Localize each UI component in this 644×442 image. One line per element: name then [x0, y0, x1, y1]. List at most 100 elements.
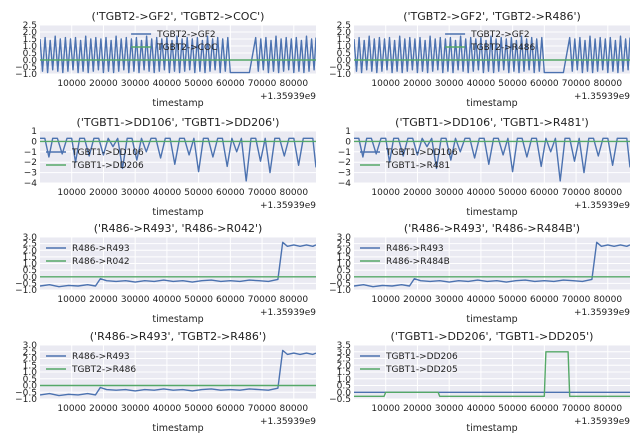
- x-tick-label: 10000: [371, 404, 400, 414]
- subplot: −0.50.00.51.01.52.02.53.03.5 10000 20000 30…: [329, 330, 630, 434]
- y-tick-label: 0.0: [337, 388, 352, 398]
- plot-area: [40, 131, 316, 183]
- y-tick-label: 0.0: [23, 382, 38, 392]
- y-tick-label: 3.0: [337, 233, 352, 243]
- x-axis-label: timestamp: [152, 98, 203, 109]
- legend-label: R486->R042: [72, 257, 130, 267]
- y-tick-label: 0.0: [337, 56, 352, 66]
- x-tick-label: 30000: [121, 295, 150, 305]
- x-tick-label: 60000: [530, 79, 559, 89]
- x-axis-offset: +1.35939e9: [574, 417, 630, 427]
- legend-label: R486->R493: [72, 352, 130, 362]
- x-tick-label: 80000: [279, 188, 308, 198]
- y-tick-label: −1: [24, 148, 37, 158]
- y-tick-label: 0.5: [23, 375, 37, 385]
- legend: TGBT1->DD106 TGBT1->DD206: [46, 148, 144, 171]
- y-tick-label: 1.0: [337, 42, 352, 52]
- x-tick-label: 60000: [216, 295, 245, 305]
- x-tick-label: 50000: [184, 188, 213, 198]
- y-tick-label: −0.5: [329, 395, 351, 405]
- chart-title: ('R486->R493', 'R486->R042'): [94, 222, 263, 235]
- y-tick-label: −0.5: [15, 63, 37, 73]
- x-tick-label: 80000: [279, 79, 308, 89]
- x-tick-label: 40000: [153, 295, 182, 305]
- legend-label: TGBT1->R481: [385, 161, 450, 171]
- series-line: [354, 137, 630, 182]
- x-tick-label: 70000: [248, 295, 277, 305]
- legend-label: TGBT1->DD106: [385, 148, 458, 158]
- x-tick-label: 20000: [403, 188, 432, 198]
- y-tick-label: 0.5: [23, 266, 37, 276]
- x-axis-label: timestamp: [152, 207, 203, 218]
- y-tick-label: −1.0: [15, 395, 37, 405]
- x-axis-label: timestamp: [466, 314, 517, 325]
- x-tick-label: 40000: [467, 79, 496, 89]
- x-tick-label: 70000: [562, 188, 591, 198]
- y-tick-label: 2.0: [23, 246, 38, 256]
- y-tick-label: 1.0: [337, 375, 352, 385]
- y-tick-label: 0.0: [23, 56, 38, 66]
- x-tick-label: 70000: [248, 79, 277, 89]
- y-tick-label: 2.0: [337, 246, 352, 256]
- x-tick-label: 50000: [184, 404, 213, 414]
- x-axis-offset: +1.35939e9: [260, 417, 316, 427]
- x-tick-label: 60000: [216, 79, 245, 89]
- chart-title: ('TGBT1->DD106', 'TGBT1->DD206'): [77, 116, 280, 129]
- x-tick-label: 60000: [530, 295, 559, 305]
- subplot: −1.0−0.50.00.51.01.52.02.53.0 10000 20000 3…: [15, 222, 316, 325]
- x-tick-label: 10000: [57, 295, 86, 305]
- x-tick-label: 70000: [248, 188, 277, 198]
- x-axis-label: timestamp: [152, 314, 203, 325]
- x-axis-offset: +1.35939e9: [574, 201, 630, 211]
- series-line: [40, 349, 316, 397]
- legend: TGBT2->GF2 TGBT2->COC: [131, 30, 217, 53]
- x-axis-offset: +1.35939e9: [574, 92, 630, 102]
- y-tick-label: 0.0: [23, 273, 38, 283]
- legend-label: R486->R493: [72, 244, 130, 254]
- legend-label: TGBT1->DD206: [385, 352, 458, 362]
- x-tick-label: 40000: [467, 404, 496, 414]
- y-tick-label: 3.0: [337, 348, 352, 358]
- x-tick-label: 40000: [467, 188, 496, 198]
- legend: R486->R493 TGBT2->R486: [46, 352, 136, 375]
- y-tick-label: 1.5: [23, 35, 37, 45]
- legend-label: R486->R484B: [386, 257, 450, 267]
- x-tick-label: 50000: [184, 295, 213, 305]
- x-axis-offset: +1.35939e9: [260, 92, 316, 102]
- y-tick-label: 3.5: [337, 341, 351, 351]
- y-tick-label: −2: [24, 158, 37, 168]
- x-tick-label: 80000: [279, 404, 308, 414]
- x-tick-label: 30000: [435, 295, 464, 305]
- y-tick-label: 1.5: [337, 35, 351, 45]
- y-tick-label: 1: [31, 127, 37, 137]
- y-tick-label: 0.5: [337, 49, 351, 59]
- legend-label: TGBT1->DD205: [385, 365, 458, 375]
- y-tick-label: −1.0: [329, 70, 351, 80]
- x-tick-label: 50000: [498, 79, 527, 89]
- x-tick-label: 80000: [593, 188, 622, 198]
- x-tick-label: 40000: [467, 295, 496, 305]
- y-tick-label: −3: [338, 169, 351, 179]
- x-tick-label: 30000: [435, 188, 464, 198]
- x-axis-label: timestamp: [466, 98, 517, 109]
- subplot: −1.0−0.50.00.51.01.52.02.53.0 10000 20000 3…: [329, 222, 630, 325]
- chart-title: ('R486->R493', 'R486->R484B'): [404, 222, 580, 235]
- x-tick-label: 60000: [530, 188, 559, 198]
- x-tick-label: 70000: [248, 404, 277, 414]
- x-tick-label: 70000: [562, 295, 591, 305]
- y-tick-label: 1.5: [23, 253, 37, 263]
- y-tick-label: −1.0: [15, 286, 37, 296]
- x-tick-label: 10000: [57, 188, 86, 198]
- x-tick-label: 30000: [435, 79, 464, 89]
- x-tick-label: 60000: [216, 188, 245, 198]
- y-tick-label: −4: [338, 179, 352, 189]
- x-axis-offset: +1.35939e9: [260, 308, 316, 318]
- x-tick-label: 40000: [153, 404, 182, 414]
- y-tick-label: −0.5: [15, 388, 37, 398]
- x-tick-label: 70000: [562, 404, 591, 414]
- subplot: −4−3−2−101 10000 20000 30000 40000 50000 60000…: [338, 116, 631, 218]
- y-tick-label: 1.0: [23, 368, 38, 378]
- legend-label: TGBT1->DD106: [71, 148, 144, 158]
- chart-title: ('TGBT1->DD106', 'TGBT1->R481'): [395, 116, 589, 129]
- x-tick-label: 60000: [530, 404, 559, 414]
